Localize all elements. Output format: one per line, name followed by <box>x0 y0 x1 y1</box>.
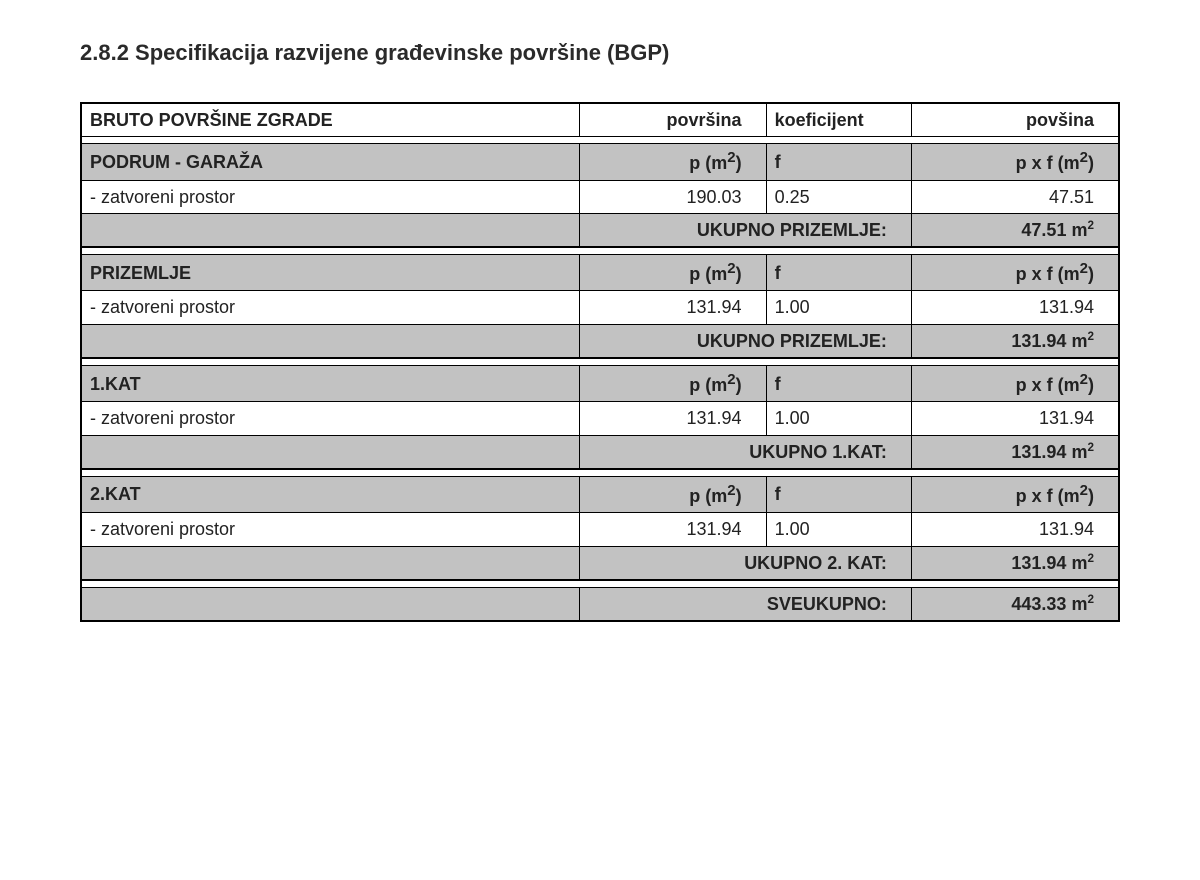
row-pxf: 131.94 <box>911 402 1119 435</box>
unit-f: f <box>766 144 911 180</box>
unit-pxf: p x f (m2) <box>911 366 1119 402</box>
unit-p: p (m2) <box>579 366 766 402</box>
grand-total-row: SVEUKUPNO: 443.33 m2 <box>81 587 1119 621</box>
unit-pxf: p x f (m2) <box>911 476 1119 512</box>
group-total-label: UKUPNO 1.KAT: <box>579 435 911 469</box>
row-p: 131.94 <box>579 402 766 435</box>
section-title: 2.8.2 Specifikacija razvijene građevinsk… <box>80 40 1120 66</box>
table-row: - zatvoreni prostor131.941.00131.94 <box>81 402 1119 435</box>
row-p: 190.03 <box>579 180 766 213</box>
row-f: 1.00 <box>766 513 911 546</box>
row-label: - zatvoreni prostor <box>81 402 579 435</box>
group-header: 1.KATp (m2)fp x f (m2) <box>81 366 1119 402</box>
row-pxf: 131.94 <box>911 513 1119 546</box>
hdr-pxf: povšina <box>911 103 1119 137</box>
row-f: 1.00 <box>766 291 911 324</box>
row-pxf: 131.94 <box>911 291 1119 324</box>
table-row: - zatvoreni prostor131.941.00131.94 <box>81 513 1119 546</box>
group-header: PRIZEMLJEp (m2)fp x f (m2) <box>81 255 1119 291</box>
grand-label: SVEUKUPNO: <box>579 587 911 621</box>
unit-f: f <box>766 255 911 291</box>
grand-value: 443.33 m2 <box>911 587 1119 621</box>
unit-pxf: p x f (m2) <box>911 255 1119 291</box>
group-name: PRIZEMLJE <box>81 255 579 291</box>
unit-f: f <box>766 476 911 512</box>
row-label: - zatvoreni prostor <box>81 180 579 213</box>
group-total-label: UKUPNO PRIZEMLJE: <box>579 213 911 247</box>
group-name: PODRUM - GARAŽA <box>81 144 579 180</box>
group-total: UKUPNO 1.KAT:131.94 m2 <box>81 435 1119 469</box>
row-label: - zatvoreni prostor <box>81 513 579 546</box>
group-total: UKUPNO PRIZEMLJE:131.94 m2 <box>81 324 1119 358</box>
bgp-table: BRUTO POVRŠINE ZGRADE površina koeficije… <box>80 102 1120 622</box>
row-p: 131.94 <box>579 291 766 324</box>
row-pxf: 47.51 <box>911 180 1119 213</box>
row-label: - zatvoreni prostor <box>81 291 579 324</box>
group-total-label: UKUPNO PRIZEMLJE: <box>579 324 911 358</box>
group-header: 2.KATp (m2)fp x f (m2) <box>81 476 1119 512</box>
group-header: PODRUM - GARAŽAp (m2)fp x f (m2) <box>81 144 1119 180</box>
group-total-value: 131.94 m2 <box>911 546 1119 580</box>
hdr-label: BRUTO POVRŠINE ZGRADE <box>81 103 579 137</box>
group-total-value: 131.94 m2 <box>911 324 1119 358</box>
group-total: UKUPNO 2. KAT:131.94 m2 <box>81 546 1119 580</box>
unit-pxf: p x f (m2) <box>911 144 1119 180</box>
group-name: 1.KAT <box>81 366 579 402</box>
table-row: - zatvoreni prostor190.030.2547.51 <box>81 180 1119 213</box>
unit-f: f <box>766 366 911 402</box>
group-total: UKUPNO PRIZEMLJE:47.51 m2 <box>81 213 1119 247</box>
group-name: 2.KAT <box>81 476 579 512</box>
unit-p: p (m2) <box>579 476 766 512</box>
group-total-value: 47.51 m2 <box>911 213 1119 247</box>
table-row: - zatvoreni prostor131.941.00131.94 <box>81 291 1119 324</box>
unit-p: p (m2) <box>579 255 766 291</box>
row-f: 1.00 <box>766 402 911 435</box>
hdr-p: površina <box>579 103 766 137</box>
group-total-label: UKUPNO 2. KAT: <box>579 546 911 580</box>
hdr-f: koeficijent <box>766 103 911 137</box>
group-total-value: 131.94 m2 <box>911 435 1119 469</box>
unit-p: p (m2) <box>579 144 766 180</box>
row-p: 131.94 <box>579 513 766 546</box>
row-f: 0.25 <box>766 180 911 213</box>
table-header: BRUTO POVRŠINE ZGRADE površina koeficije… <box>81 103 1119 137</box>
